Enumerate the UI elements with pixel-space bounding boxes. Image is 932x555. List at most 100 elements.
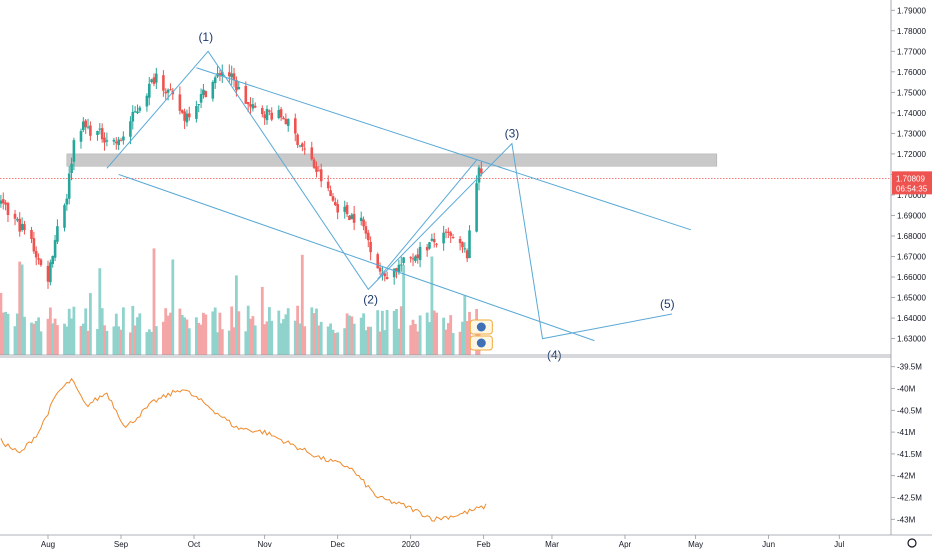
volume-bar <box>244 331 248 355</box>
candle-body <box>63 205 66 228</box>
volume-bar <box>369 326 372 355</box>
volume-bar <box>185 319 189 355</box>
volume-bar <box>34 321 38 355</box>
candle-body <box>105 140 109 142</box>
channel-lower-line <box>118 173 595 342</box>
resistance-zone <box>66 153 718 167</box>
volume-bar <box>199 324 203 355</box>
wave-label-2: (2) <box>363 293 378 307</box>
candle-body <box>294 118 297 134</box>
volume-bar <box>425 312 429 355</box>
candle-body <box>326 181 330 189</box>
indicator-tick-label: -41M <box>897 428 916 437</box>
candle-body <box>301 143 304 147</box>
volume-bar <box>414 324 417 355</box>
candle-body <box>430 238 434 241</box>
candle-body <box>319 169 323 182</box>
candle-body <box>89 125 92 136</box>
volume-bar <box>447 323 450 355</box>
volume-bar <box>46 318 50 355</box>
volume-bar <box>249 318 252 355</box>
candle-body <box>103 137 106 143</box>
volume-bar <box>381 310 384 355</box>
volume-bar <box>348 315 351 355</box>
volume-bar <box>32 323 36 355</box>
volume-bar <box>230 306 234 355</box>
candle-body <box>82 121 85 131</box>
volume-bar <box>277 310 281 355</box>
candle-body <box>115 141 118 144</box>
candle-body <box>310 147 314 160</box>
volume-bar <box>133 325 137 355</box>
volume-bar <box>333 333 337 355</box>
volume-bar <box>114 313 118 355</box>
indicator-line <box>0 377 487 522</box>
volume-bar <box>30 322 33 355</box>
candle-body <box>468 230 471 258</box>
candle-body <box>56 226 59 242</box>
price-tick-label: 1.74000 <box>897 109 926 118</box>
time-tick-label: Nov <box>258 540 272 549</box>
candle-body <box>362 219 365 227</box>
time-tick-label: Jun <box>762 540 775 549</box>
volume-bar <box>211 311 215 355</box>
volume-bar <box>298 323 302 355</box>
candle-body <box>84 120 87 128</box>
candle-body <box>164 91 167 94</box>
volume-bar <box>98 268 102 355</box>
badge-dot-icon <box>476 338 486 348</box>
candle-body <box>286 119 290 126</box>
volume-bar <box>18 261 22 355</box>
volume-bar <box>86 330 90 355</box>
volume-bar <box>218 312 222 355</box>
candle-body <box>199 94 203 103</box>
volume-bar <box>56 325 59 355</box>
candle-body <box>263 114 266 119</box>
volume-bar <box>187 328 191 355</box>
candle-body <box>49 262 52 283</box>
candle-body <box>279 109 283 118</box>
volume-bar <box>315 308 318 355</box>
time-tick-label: Dec <box>331 540 345 549</box>
volume-bar <box>468 311 471 355</box>
volume-bar <box>463 295 467 355</box>
badge-dot-icon <box>476 322 486 332</box>
volume-bar <box>284 314 288 355</box>
volume-bar <box>112 326 116 355</box>
candle-body <box>86 126 90 128</box>
volume-bar <box>343 328 347 355</box>
candle-body <box>303 148 306 150</box>
candle-body <box>348 215 351 220</box>
elliott-wave-path <box>106 50 673 340</box>
price-tick-label: 1.78000 <box>897 27 926 36</box>
price-tick-label: 1.66000 <box>897 273 926 282</box>
volume-bar <box>202 312 205 355</box>
candle-body <box>133 111 137 113</box>
price-tick-label: 1.67000 <box>897 253 926 262</box>
volume-bar <box>279 323 283 355</box>
volume-bar <box>265 321 269 355</box>
volume-bar <box>260 286 264 355</box>
candle-body <box>65 198 69 205</box>
indicator-tick-label: -40M <box>897 385 916 394</box>
candle-body <box>367 232 370 241</box>
price-tick-label: 1.69000 <box>897 211 926 220</box>
volume-bar <box>270 320 274 355</box>
axes-layer: 1.79000 1.78000 1.77000 1.76000 1.75000 1.740… <box>41 6 932 549</box>
volume-bar <box>84 308 88 355</box>
candle-body <box>180 110 184 113</box>
volume-bar <box>378 331 382 355</box>
time-tick-label: Aug <box>41 540 55 549</box>
candle-body <box>475 183 478 232</box>
wave-label-1: (1) <box>198 30 213 44</box>
candle-body <box>20 223 24 231</box>
volume-bar <box>117 326 121 355</box>
candle-body <box>277 110 281 118</box>
candle-body <box>218 73 222 77</box>
volume-bar <box>329 323 332 355</box>
volume-bar <box>152 248 156 355</box>
volume-bar <box>409 325 413 355</box>
candle-body <box>418 246 422 260</box>
